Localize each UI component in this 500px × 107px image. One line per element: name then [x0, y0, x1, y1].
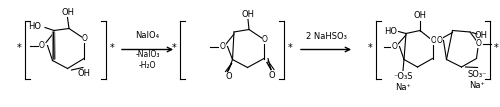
Text: O: O	[39, 41, 45, 50]
Text: O: O	[82, 34, 88, 43]
Text: O: O	[436, 36, 442, 45]
Text: *: *	[368, 44, 372, 54]
Text: O: O	[262, 35, 268, 44]
Text: -H₂O: -H₂O	[139, 62, 156, 71]
Text: O: O	[476, 39, 482, 48]
Text: *: *	[110, 44, 114, 54]
Text: O: O	[220, 42, 226, 51]
Text: ⁻O₃S: ⁻O₃S	[393, 72, 413, 81]
Text: O: O	[430, 36, 436, 45]
Text: OH: OH	[414, 10, 426, 19]
Text: OH: OH	[242, 10, 254, 19]
Text: OH: OH	[61, 8, 74, 17]
Text: Na⁺: Na⁺	[395, 83, 411, 92]
Text: Na⁺: Na⁺	[470, 81, 486, 90]
Text: O: O	[225, 72, 232, 81]
Text: *: *	[494, 44, 498, 54]
Text: *: *	[172, 44, 176, 54]
Text: OH: OH	[78, 69, 90, 78]
Text: SO₃⁻: SO₃⁻	[468, 70, 487, 79]
Text: HO: HO	[384, 27, 398, 36]
Text: *: *	[288, 44, 292, 54]
Text: -NaIO₃: -NaIO₃	[135, 50, 160, 59]
Text: O: O	[392, 42, 398, 51]
Text: NaIO₄: NaIO₄	[136, 31, 160, 40]
Text: 2 NaHSO₃: 2 NaHSO₃	[306, 32, 346, 41]
Text: OH: OH	[474, 31, 488, 41]
Text: O: O	[268, 71, 275, 80]
Text: *: *	[16, 44, 21, 54]
Text: HO: HO	[28, 22, 42, 31]
